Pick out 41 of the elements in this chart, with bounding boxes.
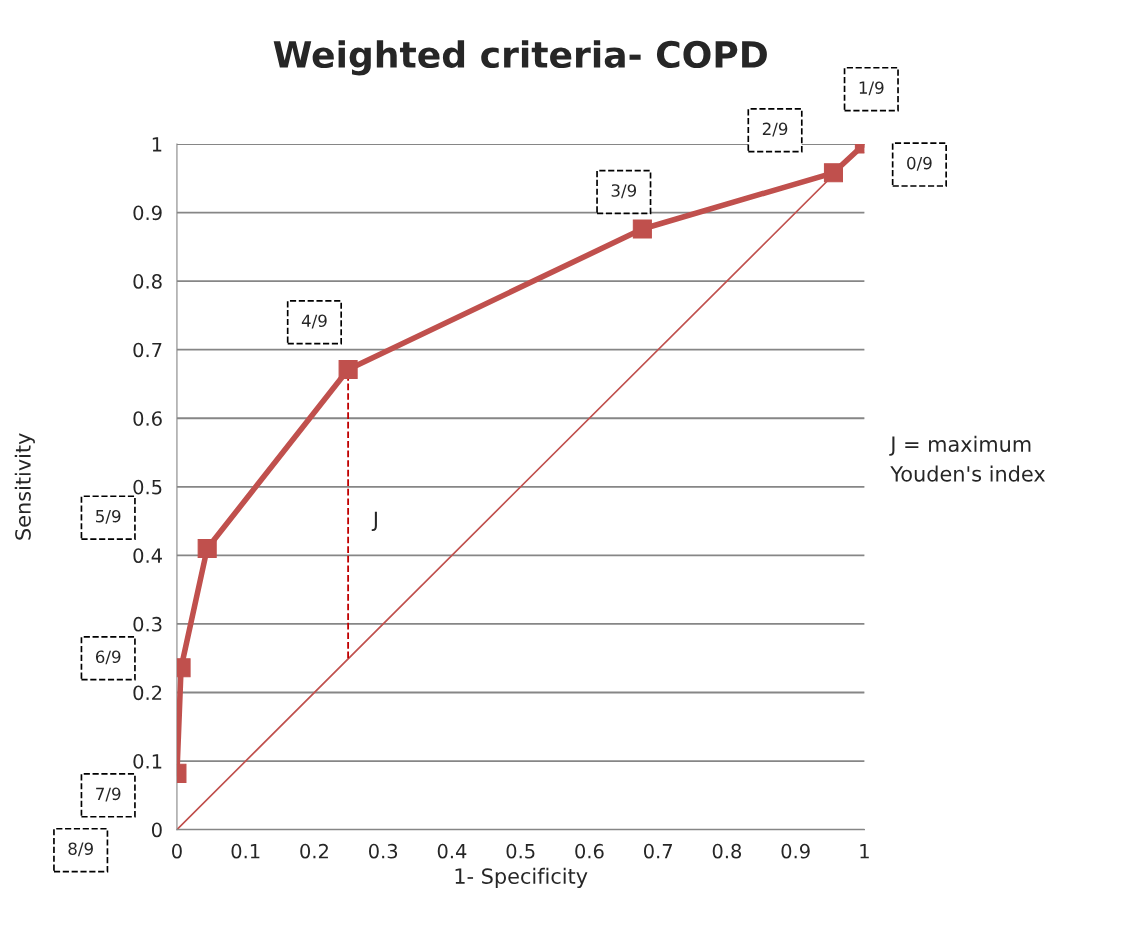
point bbox=[823, 163, 844, 183]
text: 7/9 bbox=[96, 787, 121, 802]
x-tick-label: 0 bbox=[172, 843, 182, 859]
y-tick-label: 0.9 bbox=[133, 205, 162, 221]
x-tick-label: 0.4 bbox=[437, 843, 467, 859]
text: 0/9 bbox=[907, 156, 932, 171]
point bbox=[197, 538, 217, 559]
annotation: J bbox=[371, 511, 377, 531]
text: 2/9 bbox=[762, 122, 788, 137]
text: 8/9 bbox=[68, 842, 93, 857]
y-tick-label: 0.2 bbox=[133, 685, 162, 701]
y-tick-label: 0.3 bbox=[133, 616, 162, 632]
x-tick-label: 0.3 bbox=[369, 843, 398, 859]
x-tick-label: 0.9 bbox=[781, 843, 810, 859]
text: J = maximum bbox=[889, 435, 1031, 456]
x-tick-label: 0.5 bbox=[506, 843, 535, 859]
x-tick-label: 0.8 bbox=[712, 843, 742, 859]
x-tick-label: 1 bbox=[860, 844, 869, 859]
chart-title: Weighted criteria- COPD bbox=[273, 40, 767, 76]
y-tick-label: 0.8 bbox=[133, 274, 162, 289]
annotation: 4/9 bbox=[301, 314, 327, 329]
point bbox=[338, 360, 358, 380]
y-tick-label: 0 bbox=[151, 822, 162, 838]
text: 1/9 bbox=[859, 81, 884, 96]
x-tick-label: 0.6 bbox=[575, 843, 604, 859]
x-tick-label: 0.1 bbox=[231, 843, 260, 859]
y-axis-title: Sensitivity bbox=[14, 433, 35, 540]
point bbox=[632, 219, 652, 239]
text: 5/9 bbox=[96, 509, 121, 524]
y-tick-label: 0.5 bbox=[133, 479, 162, 495]
y-tick-label: 0.7 bbox=[133, 342, 162, 358]
y-tick-label: 0.6 bbox=[133, 411, 162, 426]
x-tick-label: 0.7 bbox=[643, 843, 672, 859]
y-tick-label: 0.4 bbox=[133, 548, 162, 564]
x-tick-label: 0.2 bbox=[300, 843, 328, 859]
y-tick-label: 0.1 bbox=[133, 753, 162, 769]
y-tick-label: 1 bbox=[152, 137, 162, 152]
text: 6/9 bbox=[95, 650, 121, 665]
annotation: 3/9 bbox=[611, 184, 637, 199]
x-axis-title: 1- Specificity bbox=[455, 867, 588, 889]
text: Youden's index bbox=[890, 465, 1046, 482]
